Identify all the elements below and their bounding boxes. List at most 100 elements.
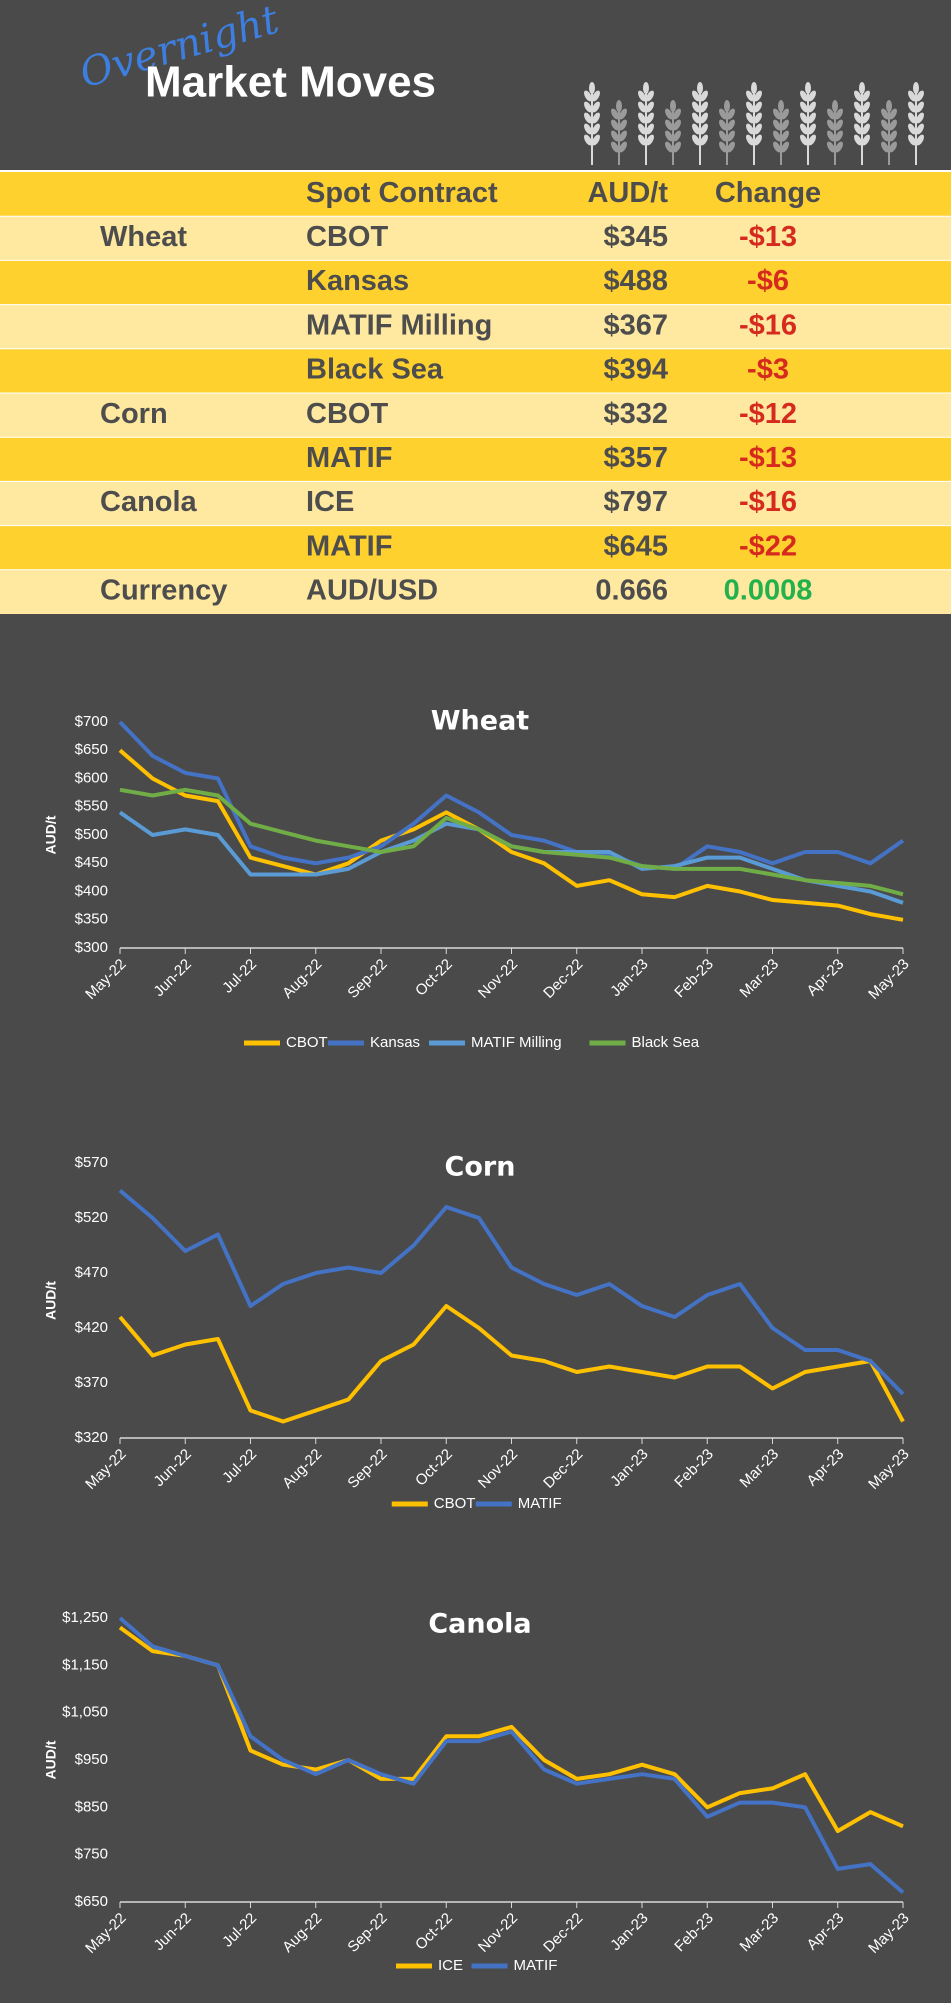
wheat-grain [638, 123, 646, 135]
y-tick-label: $650 [75, 741, 108, 758]
wheat-grain [592, 90, 600, 102]
wheat-grain [808, 123, 816, 135]
wheat-grain [619, 119, 627, 131]
wheat-grain [835, 141, 843, 153]
wheat-grain [835, 130, 843, 142]
row-price: $488 [603, 265, 668, 297]
wheat-grain [611, 108, 619, 120]
wheat-grain [692, 101, 700, 113]
table-row [0, 348, 951, 393]
wheat-grain [881, 130, 889, 142]
wheat-grain [781, 130, 789, 142]
wheat-grain [916, 134, 924, 146]
wheat-grain [700, 134, 708, 146]
series-line [118, 1304, 905, 1424]
wheat-grain [638, 134, 646, 146]
wheat-grain [646, 112, 654, 124]
row-contract: Kansas [306, 265, 409, 297]
y-tick-label: $520 [75, 1209, 108, 1226]
wheat-grain [646, 101, 654, 113]
wheat-grain [638, 101, 646, 113]
legend-label: CBOT [286, 1034, 328, 1051]
y-tick-label: $450 [75, 854, 108, 871]
wheat-grain [727, 108, 735, 120]
y-tick-label: $500 [75, 826, 108, 843]
row-price: $645 [603, 530, 668, 562]
y-tick-label: $400 [75, 882, 108, 899]
series-line [118, 1188, 905, 1396]
wheat-grain [827, 108, 835, 120]
wheat-grain [781, 119, 789, 131]
y-tick-label: $470 [75, 1264, 108, 1281]
row-change: -$22 [739, 530, 797, 562]
wheat-grain [773, 141, 781, 153]
wheat-grain [800, 90, 808, 102]
y-tick-label: $1,150 [62, 1656, 108, 1673]
series-line [119, 787, 904, 897]
wheat-grain [643, 82, 649, 94]
wheat-grain [908, 90, 916, 102]
wheat-grain [754, 101, 762, 113]
wheat-grain [881, 108, 889, 120]
wheat-grain [889, 130, 897, 142]
y-tick-label: $600 [75, 769, 108, 786]
wheat-grain [908, 123, 916, 135]
row-change: -$13 [739, 442, 797, 474]
wheat-icons [584, 82, 924, 165]
row-price: 0.666 [595, 575, 668, 607]
wheat-grain [727, 119, 735, 131]
y-tick-label: $650 [75, 1893, 108, 1910]
wheat-grain [697, 82, 703, 94]
y-tick-label: $300 [75, 939, 108, 956]
wheat-grain [746, 123, 754, 135]
wheat-grain [584, 112, 592, 124]
wheat-grain [827, 141, 835, 153]
wheat-grain [827, 130, 835, 142]
wheat-grain [754, 90, 762, 102]
wheat-grain [719, 130, 727, 142]
table-row [0, 525, 951, 570]
row-price: $357 [603, 442, 668, 474]
wheat-grain [727, 130, 735, 142]
wheat-grain [592, 112, 600, 124]
wheat-grain [862, 101, 870, 113]
wheat-grain [916, 90, 924, 102]
wheat-grain [889, 108, 897, 120]
wheat-grain [908, 134, 916, 146]
wheat-grain [746, 101, 754, 113]
wheat-grain [773, 130, 781, 142]
wheat-grain [746, 90, 754, 102]
row-change: -$16 [739, 309, 797, 341]
wheat-grain [646, 123, 654, 135]
wheat-grain [754, 123, 762, 135]
table-row [0, 393, 951, 438]
column-header: Spot Contract [306, 177, 498, 209]
wheat-grain [592, 123, 600, 135]
y-tick-label: $320 [75, 1429, 108, 1446]
wheat-grain [724, 100, 730, 112]
y-tick-label: $1,050 [62, 1704, 108, 1721]
wheat-grain [616, 100, 622, 112]
wheat-grain [800, 134, 808, 146]
y-axis-label: AUD/t [43, 1740, 59, 1779]
wheat-grain [808, 90, 816, 102]
y-tick-label: $1,250 [62, 1609, 108, 1626]
row-price: $797 [603, 486, 668, 518]
wheat-grain [619, 130, 627, 142]
wheat-grain [881, 119, 889, 131]
legend-label: CBOT [434, 1495, 476, 1512]
wheat-grain [692, 90, 700, 102]
wheat-grain [611, 130, 619, 142]
wheat-grain [665, 108, 673, 120]
row-contract: MATIF [306, 442, 392, 474]
wheat-grain [859, 82, 865, 94]
wheat-grain [584, 101, 592, 113]
column-header: Change [715, 177, 821, 209]
legend-label: MATIF [514, 1957, 558, 1974]
row-group: Corn [100, 398, 168, 430]
wheat-grain [781, 141, 789, 153]
row-contract: CBOT [306, 221, 388, 253]
series-line [118, 720, 905, 871]
wheat-grain [800, 101, 808, 113]
